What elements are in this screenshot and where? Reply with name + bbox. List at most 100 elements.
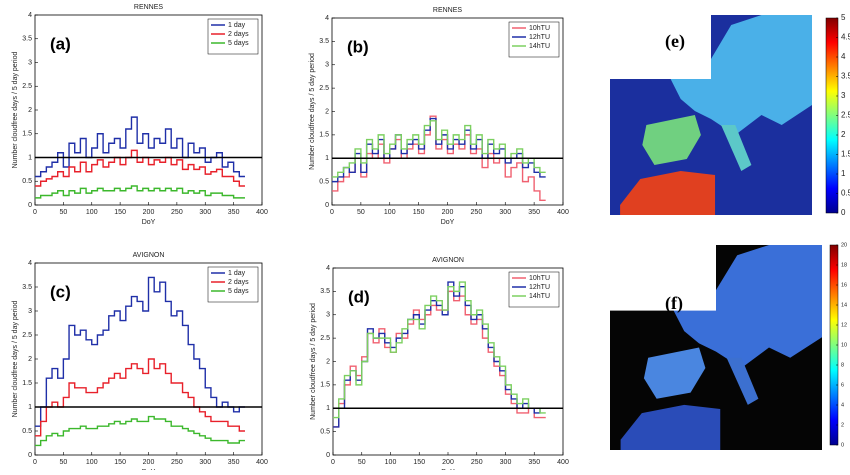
series-line	[35, 116, 245, 178]
x-tick-label: 400	[557, 209, 569, 216]
x-tick-label: 300	[199, 209, 211, 216]
x-axis-label: DoY	[441, 219, 455, 226]
colorbar-tick-label: 1.5	[841, 150, 850, 159]
colorbar-tick-label: 10	[841, 342, 847, 348]
series-line	[35, 185, 245, 199]
x-tick-label: 0	[331, 459, 335, 466]
y-tick-label: 4	[326, 265, 330, 272]
x-tick-label: 50	[59, 209, 67, 216]
y-tick-label: 3	[325, 62, 329, 69]
colorbar-tick-label: 5	[841, 13, 846, 22]
y-tick-label: 2	[28, 107, 32, 114]
y-tick-label: 1	[325, 155, 329, 162]
x-tick-label: 50	[357, 209, 365, 216]
x-tick-label: 150	[413, 459, 425, 466]
y-tick-label: 3.5	[320, 288, 330, 295]
legend-label: 5 days	[228, 40, 249, 47]
land	[620, 404, 721, 450]
x-tick-label: 150	[114, 209, 126, 216]
colorbar-tick-label: 3	[841, 91, 846, 100]
chart-title: AVIGNON	[432, 257, 464, 264]
land	[670, 15, 812, 135]
x-tick-label: 300	[499, 209, 511, 216]
series-line	[35, 415, 245, 447]
x-axis-label: DoY	[142, 219, 156, 226]
x-tick-label: 50	[358, 459, 366, 466]
y-tick-label: 3.5	[319, 38, 329, 45]
x-tick-label: 250	[471, 209, 483, 216]
y-tick-label: 1.5	[22, 131, 32, 138]
colorbar-tick-label: 0	[841, 208, 846, 217]
colorbar-tick-label: 16	[841, 282, 847, 288]
blank-corner	[610, 245, 716, 311]
land	[721, 125, 752, 171]
x-tick-label: 0	[330, 209, 334, 216]
y-tick-label: 2.5	[22, 83, 32, 90]
y-tick-label: 0.5	[320, 428, 330, 435]
colorbar-tick-label: 20	[841, 242, 847, 248]
legend-label: 1 day	[228, 270, 246, 277]
series-line	[333, 281, 546, 419]
x-tick-label: 250	[171, 209, 183, 216]
panel-label: (b)	[347, 37, 369, 56]
series-line	[332, 115, 546, 202]
x-tick-label: 150	[413, 209, 425, 216]
colorbar-tick-label: 6	[841, 382, 844, 388]
legend-label: 2 days	[228, 31, 249, 38]
x-tick-label: 0	[33, 209, 37, 216]
x-tick-label: 350	[228, 459, 240, 466]
x-tick-label: 300	[500, 459, 512, 466]
series-line	[333, 281, 546, 428]
y-tick-label: 2.5	[320, 335, 330, 342]
legend-label: 1 day	[228, 22, 246, 29]
colorbar-tick-label: 2	[841, 422, 844, 428]
y-tick-label: 3.5	[22, 284, 32, 291]
x-tick-label: 150	[114, 459, 126, 466]
legend-label: 14hTU	[529, 293, 550, 300]
x-tick-label: 350	[528, 459, 540, 466]
panel-label: (f)	[665, 293, 683, 314]
land	[642, 115, 701, 165]
y-tick-label: 1	[326, 405, 330, 412]
land	[726, 357, 759, 405]
colorbar-tick-label: 2	[841, 130, 846, 139]
y-tick-label: 3	[28, 308, 32, 315]
y-axis-label: Number cloudfree days / 5 day period	[12, 52, 19, 169]
land	[643, 347, 706, 399]
colorbar-tick-label: 3.5	[841, 72, 850, 81]
colorbar-tick-label: 14	[841, 302, 847, 308]
chart-title: RENNES	[134, 4, 164, 11]
y-tick-label: 1.5	[320, 382, 330, 389]
colorbar-tick-label: 18	[841, 262, 847, 268]
y-tick-label: 1	[28, 404, 32, 411]
x-tick-label: 200	[143, 209, 155, 216]
x-tick-label: 0	[33, 459, 37, 466]
blank-corner	[610, 15, 711, 79]
panel-label: (e)	[665, 31, 685, 52]
legend-label: 5 days	[228, 288, 249, 295]
y-tick-label: 4	[28, 12, 32, 19]
x-tick-label: 400	[256, 459, 268, 466]
y-tick-label: 3	[28, 59, 32, 66]
series-line	[332, 117, 546, 183]
x-tick-label: 400	[256, 209, 268, 216]
y-tick-label: 2.5	[319, 85, 329, 92]
colorbar-tick-label: 1	[841, 169, 846, 178]
x-tick-label: 250	[171, 459, 183, 466]
y-tick-label: 0.5	[319, 178, 329, 185]
y-tick-label: 2.5	[22, 332, 32, 339]
panel-label: (a)	[50, 34, 71, 53]
y-tick-label: 0	[28, 452, 32, 459]
x-tick-label: 200	[143, 459, 155, 466]
colorbar-tick-label: 0.5	[841, 189, 850, 198]
y-tick-label: 0.5	[22, 428, 32, 435]
y-tick-label: 1	[28, 154, 32, 161]
y-tick-label: 1.5	[22, 380, 32, 387]
colorbar-tick-label: 4.5	[841, 33, 850, 42]
colorbar-tick-label: 2.5	[841, 111, 850, 120]
y-tick-label: 4	[28, 260, 32, 267]
legend-label: 10hTU	[529, 25, 550, 32]
x-tick-label: 250	[471, 459, 483, 466]
y-tick-label: 0	[326, 452, 330, 459]
